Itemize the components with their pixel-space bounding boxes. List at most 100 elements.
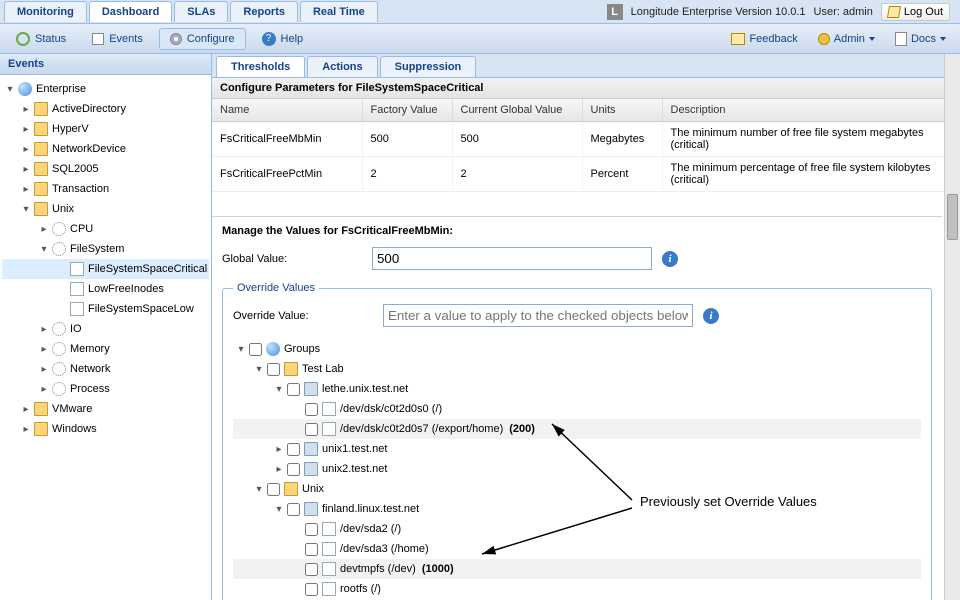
- checkbox[interactable]: [287, 383, 300, 396]
- toolbar-feedback[interactable]: Feedback: [723, 30, 805, 48]
- toolbar-admin[interactable]: Admin: [810, 30, 883, 48]
- tree-process[interactable]: ▸Process: [2, 379, 209, 399]
- tree-sql2005[interactable]: ▸SQL2005: [2, 159, 209, 179]
- sidebar: Events ▾Enterprise ▸ActiveDirectory ▸Hyp…: [0, 54, 212, 600]
- ot-devtmpfs[interactable]: devtmpfs (/dev)(1000): [233, 559, 921, 579]
- tree-vmware[interactable]: ▸VMware: [2, 399, 209, 419]
- folder-icon: [34, 102, 48, 116]
- checkbox[interactable]: [267, 483, 280, 496]
- ot-lethe[interactable]: ▾lethe.unix.test.net: [233, 379, 921, 399]
- tab-realtime[interactable]: Real Time: [300, 1, 378, 22]
- folder-icon: [34, 202, 48, 216]
- manage-block: Manage the Values for FsCriticalFreeMbMi…: [212, 216, 942, 600]
- toolbar: Status Events Configure ?Help Feedback A…: [0, 24, 960, 54]
- toolbar-status[interactable]: Status: [6, 28, 76, 50]
- checkbox[interactable]: [305, 423, 318, 436]
- tab-dashboard[interactable]: Dashboard: [89, 1, 172, 22]
- ot-groups[interactable]: ▾Groups: [233, 339, 921, 359]
- logout-button[interactable]: Log Out: [881, 3, 950, 21]
- subtab-thresholds[interactable]: Thresholds: [216, 56, 305, 77]
- disk-icon: [322, 522, 336, 536]
- tree-enterprise[interactable]: ▾Enterprise: [2, 79, 209, 99]
- ot-sda3[interactable]: /dev/sda3 (/home): [233, 539, 921, 559]
- override-value-badge: (200): [509, 423, 535, 435]
- param-row[interactable]: FsCriticalFreePctMin22PercentThe minimum…: [212, 157, 960, 192]
- ot-dsk0[interactable]: /dev/dsk/c0t2d0s0 (/): [233, 399, 921, 419]
- configure-icon: [170, 33, 182, 45]
- checkbox[interactable]: [267, 363, 280, 376]
- scrollbar-thumb[interactable]: [947, 194, 958, 240]
- info-icon[interactable]: i: [703, 308, 719, 324]
- tree-io[interactable]: ▸IO: [2, 319, 209, 339]
- folder-icon: [34, 422, 48, 436]
- toolbar-help[interactable]: ?Help: [252, 28, 314, 50]
- checkbox[interactable]: [305, 563, 318, 576]
- tree-filesystemspacecritical[interactable]: FileSystemSpaceCritical: [2, 259, 209, 279]
- tree-transaction[interactable]: ▸Transaction: [2, 179, 209, 199]
- folder-icon: [34, 122, 48, 136]
- tree-activedirectory[interactable]: ▸ActiveDirectory: [2, 99, 209, 119]
- checkbox[interactable]: [249, 343, 262, 356]
- tree-cpu[interactable]: ▸CPU: [2, 219, 209, 239]
- subtab-actions[interactable]: Actions: [307, 56, 377, 77]
- content-pane: Thresholds Actions Suppression Configure…: [212, 54, 960, 600]
- host-icon: [304, 442, 318, 456]
- checkbox[interactable]: [287, 463, 300, 476]
- docs-icon: [895, 32, 907, 46]
- tree-windows[interactable]: ▸Windows: [2, 419, 209, 439]
- folder-icon: [34, 182, 48, 196]
- events-icon: [92, 33, 104, 45]
- col-factory[interactable]: Factory Value: [362, 99, 452, 122]
- tab-reports[interactable]: Reports: [230, 1, 298, 22]
- ot-rootfs[interactable]: rootfs (/): [233, 579, 921, 599]
- tree-hyperv[interactable]: ▸HyperV: [2, 119, 209, 139]
- ot-unix2[interactable]: ▸unix2.test.net: [233, 459, 921, 479]
- ot-unix1[interactable]: ▸unix1.test.net: [233, 439, 921, 459]
- toolbar-events[interactable]: Events: [82, 29, 153, 49]
- tree-filesystem[interactable]: ▾FileSystem: [2, 239, 209, 259]
- page-icon: [70, 262, 84, 276]
- checkbox[interactable]: [287, 443, 300, 456]
- param-row[interactable]: FsCriticalFreeMbMin500500MegabytesThe mi…: [212, 122, 960, 157]
- disk-icon: [322, 402, 336, 416]
- tree-networkdevice[interactable]: ▸NetworkDevice: [2, 139, 209, 159]
- gear-icon: [52, 322, 66, 336]
- tree-filesystemspacelow[interactable]: FileSystemSpaceLow: [2, 299, 209, 319]
- checkbox[interactable]: [287, 503, 300, 516]
- subtab-suppression[interactable]: Suppression: [380, 56, 477, 77]
- ot-testlab[interactable]: ▾Test Lab: [233, 359, 921, 379]
- tab-monitoring[interactable]: Monitoring: [4, 1, 87, 22]
- ot-sda2[interactable]: /dev/sda2 (/): [233, 519, 921, 539]
- gear-icon: [52, 382, 66, 396]
- toolbar-docs[interactable]: Docs: [887, 29, 954, 49]
- tree-memory[interactable]: ▸Memory: [2, 339, 209, 359]
- tree-lowfreeinodes[interactable]: LowFreeInodes: [2, 279, 209, 299]
- tree-network[interactable]: ▸Network: [2, 359, 209, 379]
- checkbox[interactable]: [305, 583, 318, 596]
- global-value-input[interactable]: [372, 247, 652, 270]
- ot-unix[interactable]: ▾Unix: [233, 479, 921, 499]
- gear-icon: [52, 362, 66, 376]
- ot-dsk7[interactable]: /dev/dsk/c0t2d0s7 (/export/home)(200): [233, 419, 921, 439]
- host-icon: [304, 382, 318, 396]
- checkbox[interactable]: [305, 543, 318, 556]
- col-name[interactable]: Name: [212, 99, 362, 122]
- tree-unix[interactable]: ▾Unix: [2, 199, 209, 219]
- tab-slas[interactable]: SLAs: [174, 1, 228, 22]
- ot-finland[interactable]: ▾finland.linux.test.net: [233, 499, 921, 519]
- folder-icon: [284, 362, 298, 376]
- disk-icon: [322, 542, 336, 556]
- override-value-badge: (1000): [422, 563, 454, 575]
- checkbox[interactable]: [305, 403, 318, 416]
- help-icon: ?: [262, 32, 276, 46]
- checkbox[interactable]: [305, 523, 318, 536]
- col-units[interactable]: Units: [582, 99, 662, 122]
- override-value-input[interactable]: [383, 304, 693, 327]
- scrollbar[interactable]: [944, 54, 960, 600]
- col-desc[interactable]: Description: [662, 99, 960, 122]
- toolbar-configure[interactable]: Configure: [159, 28, 246, 50]
- col-current[interactable]: Current Global Value: [452, 99, 582, 122]
- info-icon[interactable]: i: [662, 251, 678, 267]
- gear-icon: [52, 242, 66, 256]
- override-value-label: Override Value:: [233, 310, 373, 322]
